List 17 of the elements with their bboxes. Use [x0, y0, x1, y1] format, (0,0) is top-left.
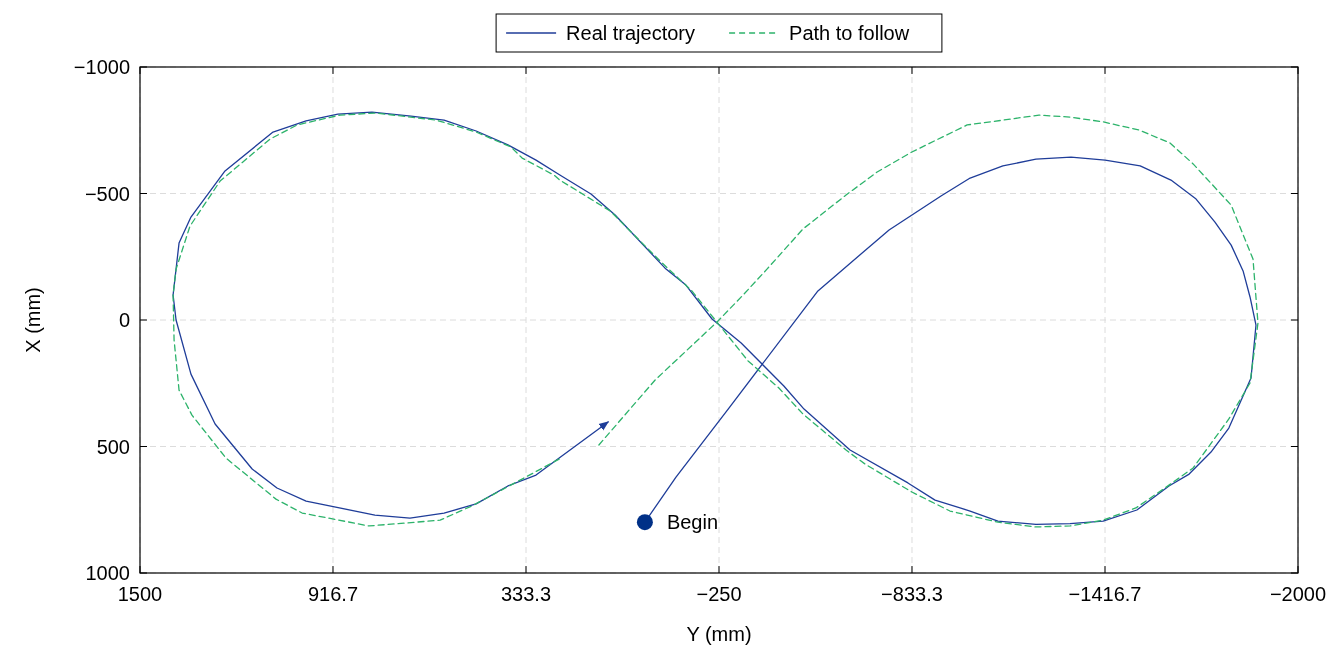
y-axis-title: X (mm): [22, 287, 44, 353]
y-tick-label: 500: [96, 435, 130, 458]
y-tick-label: 1000: [85, 562, 130, 584]
y-tick-label: −1000: [73, 56, 130, 78]
x-axis-title: Y (mm): [686, 623, 752, 645]
legend-label: Path to follow: [789, 22, 910, 44]
x-tick-label: −1416.7: [1068, 583, 1142, 605]
y-tick-label: 0: [118, 309, 130, 331]
x-tick-label: −250: [696, 583, 742, 605]
legend-label: Real trajectory: [566, 22, 696, 44]
x-tick-label: 1500: [117, 583, 163, 605]
x-tick-label: 333.3: [500, 583, 552, 605]
y-tick-label: −500: [84, 182, 130, 205]
x-tick-label: −833.3: [881, 583, 943, 605]
x-tick-label: −2000: [1269, 583, 1327, 605]
x-tick-label: 916.7: [307, 583, 359, 605]
annotation: Begin: [666, 511, 719, 534]
